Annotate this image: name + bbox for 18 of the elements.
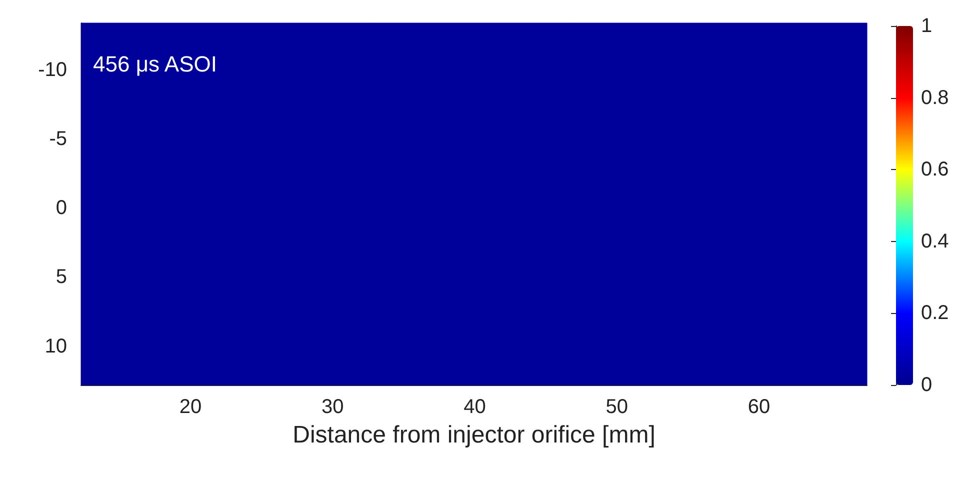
x-tick-label: 40 xyxy=(464,396,486,418)
color-bar-label: 0.4 xyxy=(921,230,949,252)
x-tick-label: 20 xyxy=(179,396,202,418)
x-tick-label: 30 xyxy=(321,396,344,418)
color-bar-label: 0.2 xyxy=(921,302,949,324)
y-tick-label: -10 xyxy=(38,58,67,81)
x-tick-label: 50 xyxy=(606,396,628,418)
y-tick-label: 5 xyxy=(56,266,67,288)
y-tick-label: 0 xyxy=(56,197,67,220)
y-tick-label: -5 xyxy=(49,128,67,150)
x-tick-label: 60 xyxy=(748,396,770,418)
color-bar-label: 0.8 xyxy=(921,86,949,109)
color-bar-label: 0.6 xyxy=(921,158,949,181)
x-axis-title: Distance from injector orifice [mm] xyxy=(292,422,656,448)
annotation: 456 μs ASOI xyxy=(93,52,217,76)
color-bar-label: 1 xyxy=(921,15,932,37)
color-bar-label: 0 xyxy=(921,374,932,396)
y-tick-label: 10 xyxy=(44,335,67,358)
